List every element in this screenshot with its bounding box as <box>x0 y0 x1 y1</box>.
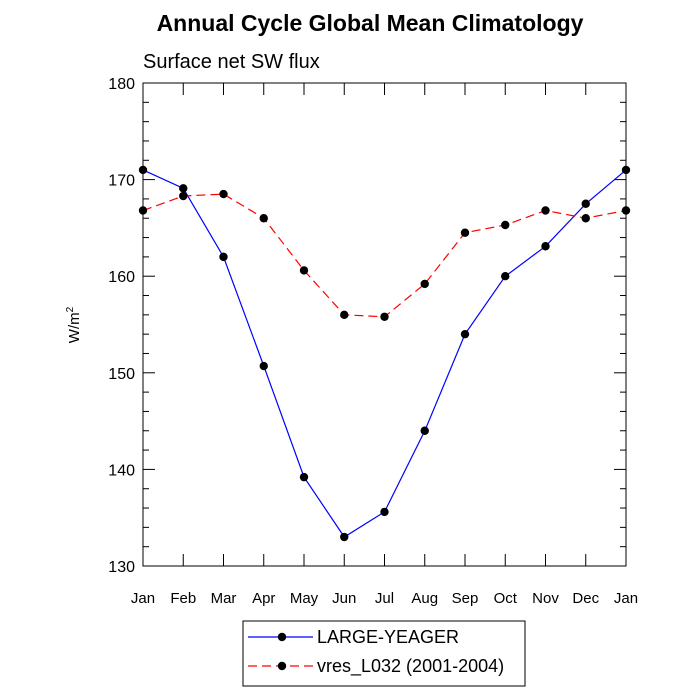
y-tick-label: 130 <box>108 559 135 576</box>
svg-text:W/m2: W/m2 <box>65 306 83 343</box>
x-tick-label: Feb <box>170 590 196 607</box>
y-axis-label: W/m2 <box>65 306 83 343</box>
data-point <box>380 312 389 321</box>
y-axis-label-superscript: 2 <box>65 306 76 312</box>
x-tick-label: Oct <box>494 590 518 607</box>
chart-subtitle: Surface net SW flux <box>143 51 320 73</box>
data-point <box>460 329 470 339</box>
x-tick-label: May <box>290 590 319 607</box>
data-point <box>299 472 309 482</box>
legend: LARGE-YEAGER vres_L032 (2001-2004) <box>242 620 526 687</box>
data-point <box>501 272 510 281</box>
y-tick-label: 160 <box>108 269 135 286</box>
data-point <box>179 184 188 193</box>
y-tick-label: 180 <box>108 76 135 93</box>
series-1 <box>138 165 631 542</box>
legend-label: LARGE-YEAGER <box>317 627 459 647</box>
y-tick-label: 140 <box>108 462 135 479</box>
legend-marker <box>277 661 287 671</box>
legend-item: vres_L032 (2001-2004) <box>248 656 504 677</box>
data-point <box>380 507 389 517</box>
x-tick-label: Jan <box>614 590 638 607</box>
data-point <box>541 206 550 215</box>
series-2 <box>138 189 631 321</box>
x-tick-label: Sep <box>452 590 479 607</box>
plot-frame <box>142 82 627 567</box>
data-point <box>219 189 228 199</box>
y-tick-label: 150 <box>108 366 135 383</box>
axis-ticks <box>142 82 627 567</box>
data-point <box>259 361 268 371</box>
legend-marker <box>277 632 287 642</box>
data-point <box>581 199 590 208</box>
data-point <box>340 532 349 542</box>
x-tick-label: Jan <box>131 590 155 607</box>
x-tick-label: Dec <box>572 590 599 607</box>
axis-tick-labels: 130 140 150 160 170 180 Jan Feb Mar Apr May Jun Jul A… <box>108 76 638 607</box>
y-axis-label-text: W/m <box>66 312 83 343</box>
data-point <box>219 252 228 262</box>
data-point <box>420 426 429 435</box>
chart-title: Annual Cycle Global Mean Climatology <box>157 10 584 36</box>
x-tick-label: Apr <box>252 590 275 607</box>
data-point <box>541 242 550 251</box>
x-tick-label: Nov <box>532 590 559 607</box>
x-tick-label: Jul <box>375 590 394 607</box>
data-point <box>340 310 349 320</box>
data-point <box>501 220 510 230</box>
legend-label: vres_L032 (2001-2004) <box>317 656 504 677</box>
x-tick-label: Aug <box>411 590 438 607</box>
data-point <box>259 214 268 223</box>
legend-item: LARGE-YEAGER <box>248 627 459 647</box>
data-point <box>179 191 188 201</box>
y-tick-label: 170 <box>108 173 135 190</box>
data-point <box>460 228 470 237</box>
series-line <box>142 169 627 538</box>
x-tick-label: Jun <box>332 590 356 607</box>
data-point <box>420 279 429 289</box>
legend-box <box>242 620 526 687</box>
data-point <box>581 214 590 223</box>
series-group <box>138 165 631 542</box>
series-line <box>142 193 627 318</box>
data-point <box>299 266 309 275</box>
x-tick-label: Mar <box>211 590 237 607</box>
